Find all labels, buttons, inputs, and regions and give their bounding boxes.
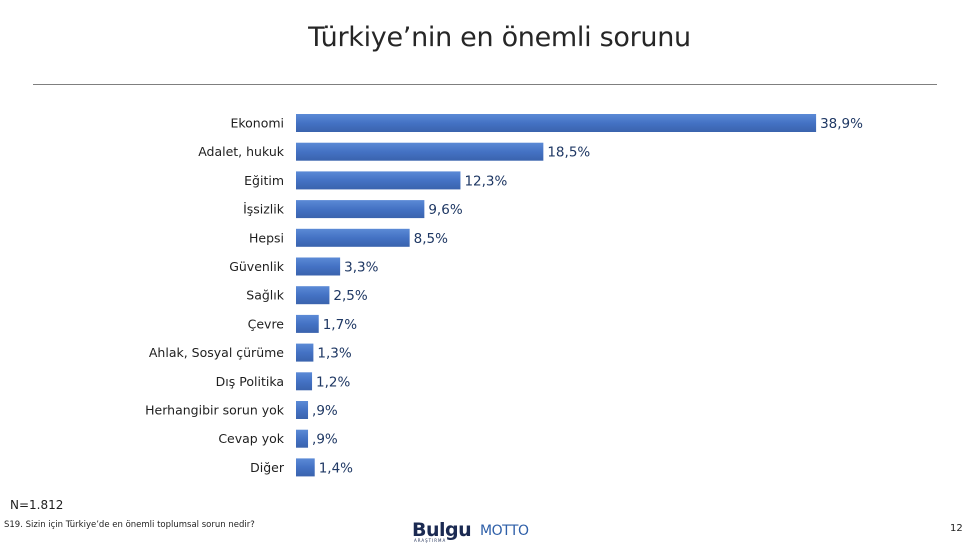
category-label: Ahlak, Sosyal çürüme (149, 345, 284, 360)
value-label: 3,3% (344, 260, 378, 276)
bulgu-logo: Bulgu (412, 519, 472, 541)
category-label: Herhangibir sorun yok (145, 403, 285, 418)
bar-3 (296, 200, 425, 219)
value-label: ,9% (312, 432, 338, 448)
category-label: Adalet, hukuk (198, 144, 285, 159)
bar-9 (296, 372, 313, 391)
bar-2 (296, 171, 461, 190)
value-label: 1,2% (316, 374, 350, 390)
bar-chart: Ekonomi 38,9% Adalet, hukuk 18,5% Eğitim 12,3… (145, 114, 863, 477)
category-label: Eğitim (244, 173, 284, 188)
bar-1 (296, 142, 544, 161)
bar-11 (296, 429, 309, 448)
value-label: 1,3% (317, 346, 351, 362)
page-title: Türkiye’nin en önemli sorunu (308, 22, 691, 53)
value-label: 18,5% (547, 145, 590, 161)
bar-7 (296, 314, 319, 333)
value-label: 1,4% (319, 460, 353, 476)
value-label: ,9% (312, 403, 338, 419)
value-label: 1,7% (323, 317, 357, 333)
bar-5 (296, 257, 341, 276)
value-label: 12,3% (464, 173, 507, 189)
value-label: 9,6% (428, 202, 462, 218)
value-label: 38,9% (820, 116, 863, 132)
category-label: Çevre (248, 316, 285, 331)
category-label: İşsizlik (243, 202, 285, 217)
category-label: Diğer (250, 460, 285, 475)
value-label: 8,5% (414, 231, 448, 247)
category-label: Hepsi (249, 230, 284, 245)
category-label: Güvenlik (229, 259, 285, 274)
bar-4 (296, 228, 410, 247)
bar-6 (296, 286, 330, 305)
title-divider (33, 84, 937, 85)
bar-8 (296, 343, 314, 362)
category-label: Sağlık (246, 288, 284, 303)
page-number: 12 (950, 523, 963, 534)
survey-question-note: S19. Sizin için Türkiye’de en önemli top… (4, 520, 255, 530)
bar-0 (296, 114, 817, 132)
bulgu-logo-subtitle: ARAŞTIRMA (414, 538, 447, 543)
sample-size: N=1.812 (10, 498, 64, 512)
category-label: Ekonomi (230, 116, 284, 131)
category-label: Dış Politika (216, 374, 284, 389)
value-label: 2,5% (333, 288, 367, 304)
motto-logo: MOTTO (480, 523, 529, 539)
category-label: Cevap yok (218, 431, 284, 446)
bar-10 (296, 401, 309, 419)
bar-12 (296, 458, 315, 477)
